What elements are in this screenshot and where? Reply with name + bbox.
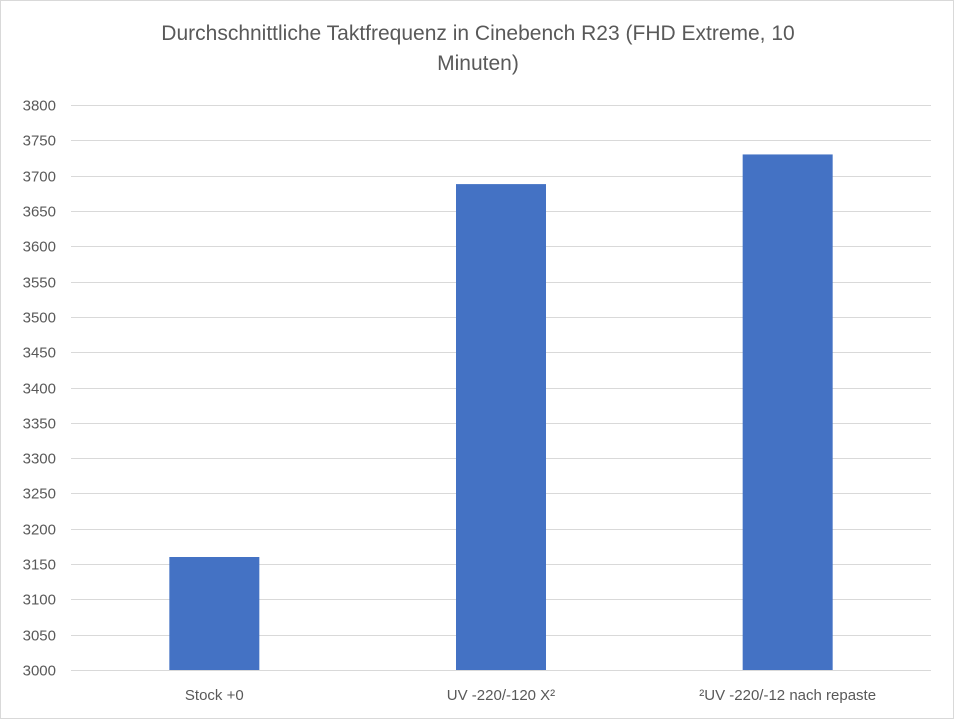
x-category-label: ²UV -220/-12 nach repaste (699, 687, 876, 704)
y-tick-label: 3400 (23, 381, 56, 398)
y-axis-ticks: 3000 3050 3100 3150 3200 3250 3300 3350 3400 3450… (23, 98, 56, 680)
y-tick-label: 3600 (23, 239, 56, 256)
y-tick-label: 3300 (23, 451, 56, 468)
y-tick-label: 3750 (23, 133, 56, 150)
bars (169, 154, 833, 670)
chart-title: Durchschnittliche Taktfrequenz in Cinebe… (1, 19, 954, 79)
y-tick-label: 3500 (23, 310, 56, 327)
y-tick-label: 3200 (23, 522, 56, 539)
chart-title-text: Durchschnittliche Taktfrequenz in Cinebe… (161, 22, 795, 75)
bar-0 (169, 557, 260, 670)
y-tick-label: 3050 (23, 628, 56, 645)
y-tick-label: 3100 (23, 592, 56, 609)
bar-2 (742, 154, 833, 670)
bar-1 (456, 184, 546, 670)
y-tick-label: 3000 (23, 663, 56, 680)
y-tick-label: 3150 (23, 557, 56, 574)
y-tick-label: 3450 (23, 345, 56, 362)
y-tick-label: 3250 (23, 486, 56, 503)
x-axis-labels: Stock +0 UV -220/-120 X² ²UV -220/-12 nach… (185, 687, 876, 704)
x-category-label: Stock +0 (185, 687, 244, 704)
y-tick-label: 3350 (23, 416, 56, 433)
x-category-label: UV -220/-120 X² (447, 687, 555, 704)
y-tick-label: 3800 (23, 98, 56, 115)
y-tick-label: 3700 (23, 169, 56, 186)
y-tick-label: 3550 (23, 275, 56, 292)
y-tick-label: 3650 (23, 204, 56, 221)
